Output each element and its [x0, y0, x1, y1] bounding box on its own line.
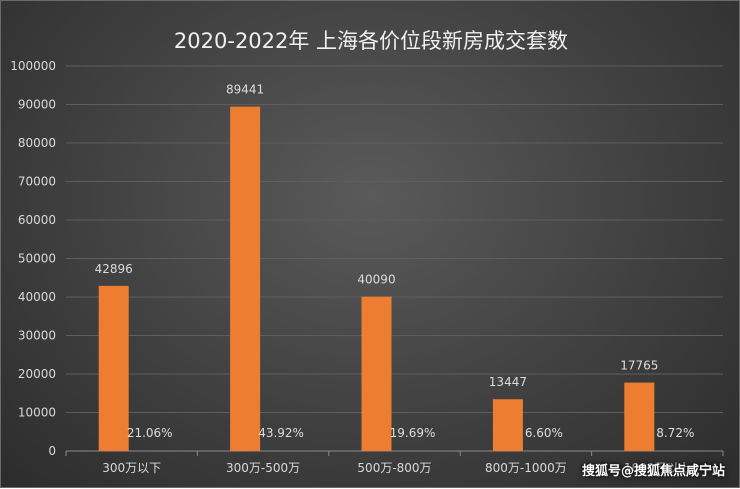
y-tick-label: 10000: [18, 406, 56, 420]
bar: [492, 399, 523, 451]
bar: [624, 382, 655, 451]
y-tick-label: 80000: [18, 136, 56, 150]
x-tick-label: 1000万以上: [624, 461, 691, 475]
x-tick-label: 300万以下: [102, 461, 161, 475]
bar-value-label: 89441: [226, 83, 264, 97]
x-tick-label: 300万-500万: [226, 461, 300, 475]
x-tick-label: 800万-1000万: [485, 461, 567, 475]
x-tick-label: 500万-800万: [357, 461, 431, 475]
y-tick-label: 70000: [18, 175, 56, 189]
y-tick-label: 20000: [18, 367, 56, 381]
bar-percent-label: 19.69%: [390, 426, 436, 440]
bar-value-label: 40090: [357, 273, 395, 287]
y-tick-label: 90000: [18, 98, 56, 112]
y-tick-label: 60000: [18, 213, 56, 227]
bar: [361, 296, 392, 451]
y-tick-label: 100000: [10, 59, 56, 73]
y-tick-label: 0: [48, 444, 56, 458]
bar-percent-label: 21.06%: [127, 426, 173, 440]
bar-value-label: 17765: [620, 359, 658, 373]
bar-percent-label: 43.92%: [258, 426, 304, 440]
bar-value-label: 42896: [95, 262, 133, 276]
bar-percent-label: 8.72%: [656, 426, 694, 440]
y-tick-label: 30000: [18, 329, 56, 343]
y-tick-label: 40000: [18, 290, 56, 304]
watermark-text: 搜狐号@搜狐焦点咸宁站: [581, 464, 725, 479]
bar: [98, 285, 129, 451]
chart-title: 2020-2022年 上海各价位段新房成交套数: [173, 29, 569, 53]
y-tick-label: 50000: [18, 252, 56, 266]
bar-percent-label: 6.60%: [525, 426, 563, 440]
bar: [230, 106, 261, 451]
bar-value-label: 13447: [489, 375, 527, 389]
